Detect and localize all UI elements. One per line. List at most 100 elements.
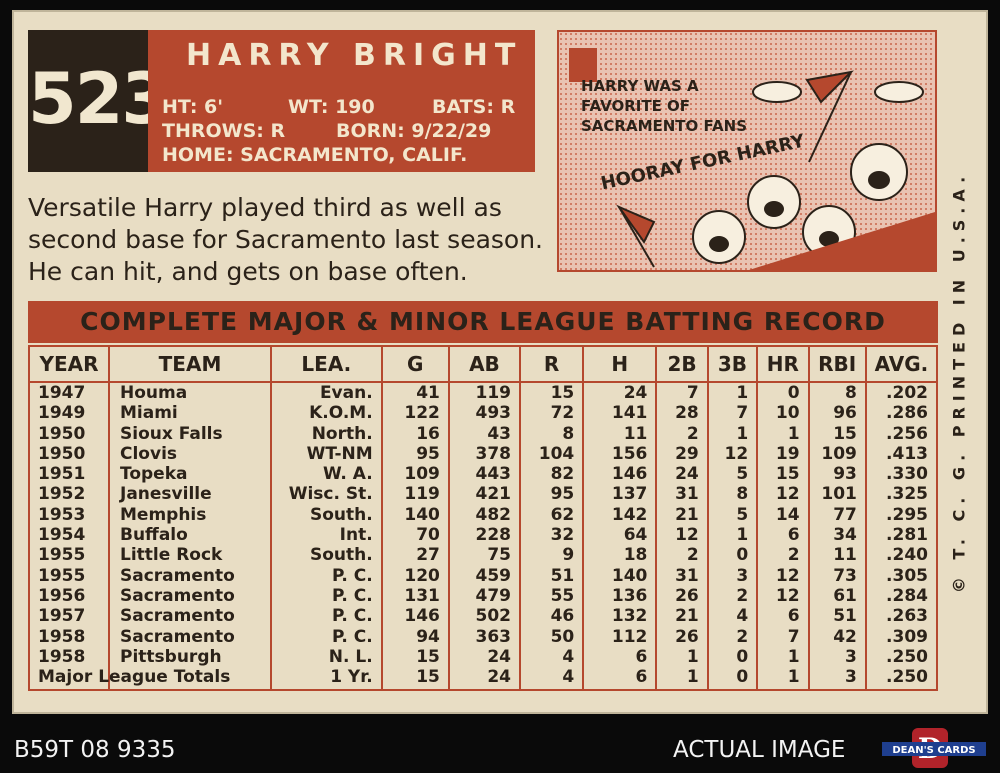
table-cell: 119 [404,484,440,505]
table-cell: Sacramento [120,585,235,606]
table-cell: 1 [686,646,699,667]
player-info-box: HARRY BRIGHT HT: 6' WT: 190 BATS: R THRO… [148,30,535,172]
table-cell: Wisc. St. [288,484,373,505]
table-cell: 1954 [38,525,86,546]
copyright-line: © T. C. G. PRINTED IN U.S.A. [941,171,977,593]
table-cell: 141 [611,403,648,424]
table-cell: 75 [487,545,511,566]
table-cell: 1950 [38,443,86,464]
table-cell: 378 [475,443,512,464]
table-cell: 363 [475,626,512,647]
column-header: H [584,347,656,383]
table-cell: 8 [562,423,575,444]
table-cell: .413 [886,443,928,464]
table-cell: 19 [775,443,800,464]
table-cell: P. C. [332,606,373,627]
table-cell: 1958 [38,626,86,647]
born: BORN: 9/22/29 [336,120,492,142]
table-cell: 109 [821,443,857,464]
table-cell: 24 [675,464,699,485]
table-cell: 62 [550,504,575,525]
table-cell: 94 [416,626,440,647]
table-cell: 32 [550,525,575,546]
table-cell: Janesville [120,484,212,505]
table-cell: 50 [550,626,575,647]
column-header: TEAM [110,347,271,383]
card-back: 523 HARRY BRIGHT HT: 6' WT: 190 BATS: R … [12,10,988,714]
table-cell: 1953 [38,504,86,525]
table-cell: 12 [775,484,800,505]
table-cell: Miami [120,403,178,424]
table-cell: Sacramento [120,606,235,627]
cartoon-illustration [559,32,935,270]
table-cell: 24 [487,646,511,667]
table-cell: Buffalo [120,525,188,546]
table-cell: 1 [736,525,749,546]
column-header: 2B [657,347,707,383]
throws: THROWS: R [162,120,286,142]
table-cell: .263 [886,606,928,627]
bats: BATS: R [432,96,516,118]
table-cell: .309 [886,626,928,647]
table-cell: 12 [775,565,800,586]
totals-cell: 15 [416,667,440,688]
table-cell: 12 [675,525,699,546]
column-header: RBI [809,347,865,383]
table-cell: 479 [475,585,512,606]
table-cell: 15 [775,464,800,485]
table-cell: Houma [120,383,188,403]
table-cell: 1 [736,383,749,403]
table-cell: 4 [562,646,575,667]
table-cell: 482 [475,504,512,525]
table-cell: 5 [736,504,749,525]
table-cell: 137 [611,484,648,505]
table-cell: .256 [886,423,928,444]
column-r: R 15 72 8 104 82 95 62 32 9 51 55 46 50 4 4 [521,347,585,689]
table-cell: .330 [886,464,928,485]
table-cell: 96 [833,403,857,424]
column-h: H 24 141 11 156 146 137 142 64 18 140 136 132 112 6 6 [584,347,658,689]
table-cell: 70 [416,525,440,546]
table-cell: 31 [675,484,699,505]
table-cell: 9 [562,545,575,566]
table-cell: 16 [416,423,440,444]
column-lea: LEA. Evan. K.O.M. North. WT-NM W. A. Wisc. St.… [272,347,383,689]
card-number: 523 [28,58,170,140]
table-cell: 73 [833,565,857,586]
table-cell: .305 [886,565,928,586]
table-cell: .295 [886,504,928,525]
table-cell: 27 [416,545,440,566]
table-cell: W. A. [323,464,373,485]
table-cell: .281 [886,525,928,546]
cartoon-panel: HARRY WAS A FAVORITE OF SACRAMENTO FANS … [557,30,937,272]
table-cell: 6 [787,525,800,546]
table-cell: 228 [475,525,512,546]
home: HOME: SACRAMENTO, CALIF. [162,144,468,166]
table-cell: 95 [416,443,440,464]
table-cell: Topeka [120,464,188,485]
table-cell: 18 [623,545,648,566]
card-number-box: 523 [28,30,170,172]
column-rbi: RBI 8 96 15 109 93 101 77 34 11 73 61 51 42 3 3 [809,347,867,689]
totals-cell: 4 [562,667,575,688]
table-cell: South. [309,504,373,525]
table-cell: Evan. [319,383,373,403]
deans-cards-logo: D DEAN'S CARDS [882,728,986,768]
table-cell: 26 [675,626,699,647]
table-cell: 21 [675,606,699,627]
table-cell: 156 [611,443,648,464]
batting-record-table: YEAR 1947 1949 1950 1950 1951 1952 1953 1954 1955… [28,345,938,691]
column-header: AVG. [866,347,936,383]
table-cell: 140 [404,504,440,525]
table-cell: 421 [475,484,512,505]
table-cell: 443 [475,464,512,485]
table-cell: 122 [404,403,440,424]
table-cell: .286 [886,403,928,424]
table-cell: 24 [623,383,648,403]
table-cell: Pittsburgh [120,646,222,667]
table-cell: 459 [475,565,512,586]
table-cell: 6 [787,606,800,627]
table-cell: 15 [416,646,440,667]
table-cell: .240 [886,545,928,566]
player-name: HARRY BRIGHT [186,38,523,73]
